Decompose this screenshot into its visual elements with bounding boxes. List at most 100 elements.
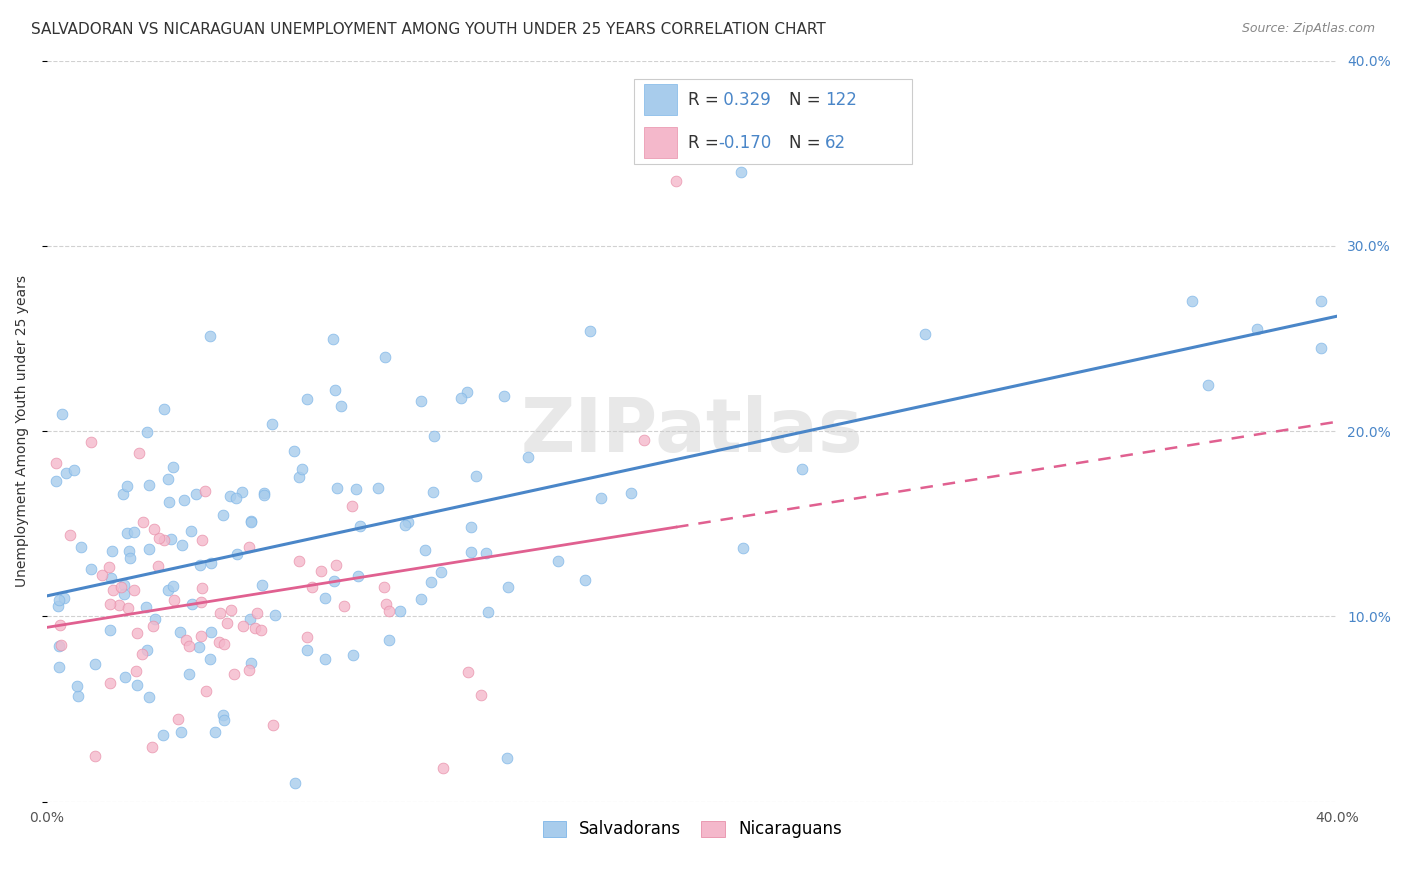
Point — [156, 582, 179, 597]
Point — [98, 676, 121, 690]
Point — [204, 725, 226, 739]
Point — [1181, 294, 1204, 309]
Point — [143, 612, 166, 626]
Point — [191, 533, 214, 548]
Point — [112, 486, 135, 500]
Point — [198, 652, 221, 666]
Point — [208, 634, 231, 648]
Point — [170, 725, 193, 739]
Text: R =: R = — [689, 134, 724, 152]
Point — [176, 632, 198, 647]
Point — [114, 670, 136, 684]
Point — [422, 485, 444, 500]
Text: N =: N = — [789, 91, 825, 109]
Point — [375, 597, 398, 611]
Point — [187, 640, 209, 654]
Point — [226, 547, 249, 561]
Point — [127, 626, 149, 640]
Point — [45, 456, 67, 470]
Text: Source: ZipAtlas.com: Source: ZipAtlas.com — [1241, 22, 1375, 36]
Point — [190, 595, 212, 609]
Point — [262, 417, 284, 431]
Point — [194, 684, 217, 698]
Point — [496, 580, 519, 594]
Y-axis label: Unemployment Among Youth under 25 years: Unemployment Among Youth under 25 years — [15, 275, 30, 587]
Point — [115, 478, 138, 492]
Point — [456, 384, 478, 399]
Point — [153, 401, 176, 416]
Point — [342, 648, 364, 662]
Point — [264, 608, 287, 623]
Point — [238, 541, 260, 555]
Point — [225, 491, 247, 506]
Point — [101, 583, 124, 598]
Point — [48, 639, 70, 653]
Point — [288, 554, 311, 568]
Point — [200, 556, 222, 570]
Point — [148, 531, 170, 545]
Point — [156, 472, 179, 486]
Text: N =: N = — [789, 134, 825, 152]
Point — [477, 605, 499, 619]
Point — [135, 642, 157, 657]
Point — [295, 643, 318, 657]
Point — [419, 574, 441, 589]
Point — [217, 616, 239, 631]
Point — [579, 324, 602, 338]
Point — [212, 508, 235, 522]
Point — [122, 524, 145, 539]
Point — [45, 474, 67, 488]
Point — [239, 514, 262, 528]
Point — [411, 591, 433, 606]
Point — [131, 647, 153, 661]
Point — [218, 489, 240, 503]
Point — [243, 621, 266, 635]
Point — [122, 582, 145, 597]
Point — [253, 488, 276, 502]
Point — [173, 493, 195, 508]
Point — [253, 486, 276, 500]
Point — [284, 776, 307, 790]
Point — [214, 714, 236, 728]
Point — [349, 519, 371, 533]
Point — [98, 560, 121, 574]
Point — [98, 597, 121, 611]
Point — [374, 351, 396, 365]
Point — [79, 435, 101, 450]
Point — [620, 486, 643, 500]
Point — [378, 603, 401, 617]
Point — [1197, 377, 1219, 392]
Point — [283, 443, 305, 458]
Point — [450, 391, 472, 405]
Point — [52, 591, 75, 606]
FancyBboxPatch shape — [634, 79, 911, 164]
Point — [342, 500, 364, 514]
Point — [146, 558, 169, 573]
Point — [322, 332, 344, 346]
Point — [212, 637, 235, 651]
Point — [373, 580, 395, 594]
Point — [409, 393, 432, 408]
Point — [180, 598, 202, 612]
Point — [66, 680, 89, 694]
Point — [177, 639, 200, 653]
Point — [49, 618, 72, 632]
Point — [460, 520, 482, 534]
Point — [212, 707, 235, 722]
Point — [494, 389, 516, 403]
Point — [297, 630, 319, 644]
Point — [496, 751, 519, 765]
Point — [141, 740, 163, 755]
Point — [396, 516, 419, 530]
Point — [547, 554, 569, 568]
Point — [108, 598, 131, 612]
Text: 0.329: 0.329 — [718, 91, 770, 109]
Point — [301, 580, 323, 594]
Point — [1310, 294, 1333, 309]
Point — [460, 545, 482, 559]
Point — [474, 546, 496, 560]
Point — [127, 678, 149, 692]
Text: -0.170: -0.170 — [718, 134, 772, 152]
Point — [287, 470, 309, 484]
Point — [142, 619, 165, 633]
